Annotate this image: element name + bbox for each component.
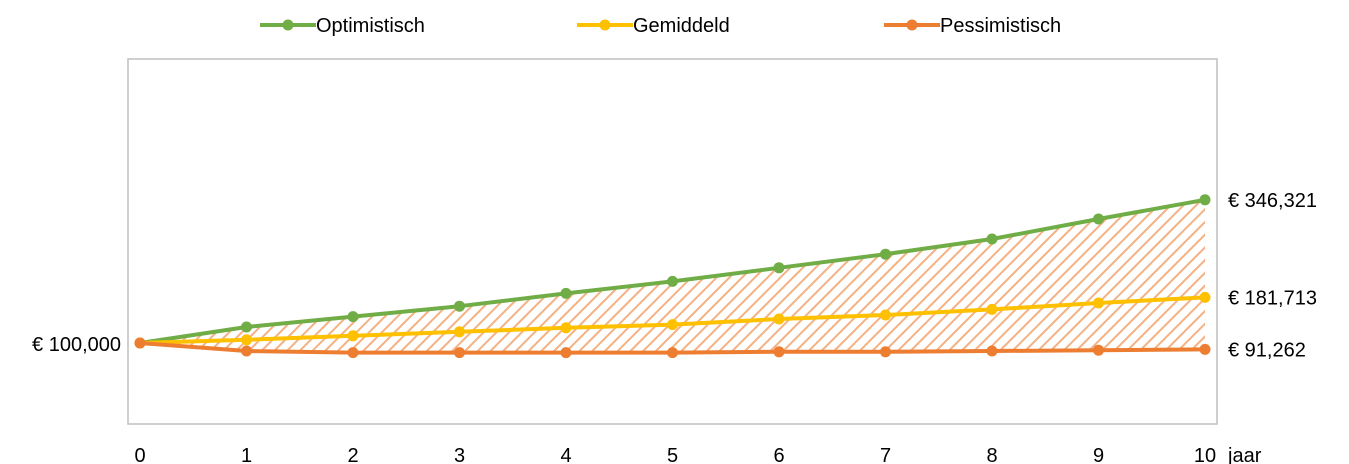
end-label-optimistisch: € 346,321 bbox=[1228, 190, 1317, 212]
data-point-optimistisch-1 bbox=[241, 321, 252, 333]
data-point-gemiddeld-9 bbox=[1093, 297, 1104, 309]
x-tick-label-3: 3 bbox=[454, 445, 465, 464]
data-point-pessimistisch-0 bbox=[134, 337, 146, 349]
x-tick-label-10: 10 bbox=[1194, 445, 1216, 464]
data-point-pessimistisch-10 bbox=[1199, 343, 1211, 355]
x-tick-label-5: 5 bbox=[667, 445, 678, 464]
data-point-pessimistisch-8 bbox=[986, 345, 998, 357]
data-point-pessimistisch-2 bbox=[347, 347, 359, 359]
data-point-pessimistisch-5 bbox=[667, 347, 678, 359]
data-point-gemiddeld-1 bbox=[241, 334, 252, 346]
end-label-gemiddeld: € 181,713 bbox=[1228, 287, 1317, 309]
legend-swatch-marker bbox=[282, 19, 294, 31]
data-point-gemiddeld-3 bbox=[454, 326, 465, 338]
scenario-range-band bbox=[140, 199, 1205, 353]
legend-swatch-marker bbox=[906, 19, 918, 31]
data-point-optimistisch-10 bbox=[1199, 194, 1211, 206]
data-point-optimistisch-8 bbox=[986, 233, 998, 245]
data-point-optimistisch-7 bbox=[880, 248, 891, 260]
x-tick-label-6: 6 bbox=[773, 445, 784, 464]
data-point-gemiddeld-10 bbox=[1199, 291, 1211, 303]
legend-label: Gemiddeld bbox=[633, 15, 730, 37]
data-point-pessimistisch-1 bbox=[241, 345, 252, 357]
data-point-pessimistisch-6 bbox=[773, 346, 785, 358]
legend-item-gemiddeld: Gemiddeld bbox=[577, 15, 730, 37]
legend-item-optimistisch: Optimistisch bbox=[260, 15, 425, 37]
legend-label: Optimistisch bbox=[316, 15, 425, 37]
x-tick-label-2: 2 bbox=[347, 445, 358, 464]
data-point-gemiddeld-2 bbox=[347, 330, 359, 342]
data-point-optimistisch-2 bbox=[347, 311, 359, 323]
data-point-pessimistisch-9 bbox=[1093, 344, 1104, 356]
end-value-labels: € 346,321 € 181,713 € 91,262 bbox=[1228, 190, 1317, 362]
series-points bbox=[134, 194, 1211, 359]
plot-area-frame bbox=[127, 58, 1218, 425]
data-point-optimistisch-6 bbox=[773, 262, 785, 274]
data-point-gemiddeld-8 bbox=[986, 303, 998, 315]
data-point-optimistisch-9 bbox=[1093, 213, 1104, 225]
data-point-gemiddeld-5 bbox=[667, 319, 678, 331]
data-point-optimistisch-4 bbox=[560, 287, 572, 299]
data-point-gemiddeld-6 bbox=[773, 313, 785, 325]
data-point-gemiddeld-7 bbox=[880, 309, 891, 321]
start-value-label: € 100,000 bbox=[32, 334, 121, 356]
x-tick-label-1: 1 bbox=[241, 445, 252, 464]
x-tick-label-0: 0 bbox=[134, 445, 145, 464]
x-axis-tick-labels: 0 1 2 3 4 5 6 7 8 9 10 bbox=[134, 445, 1216, 464]
x-tick-label-9: 9 bbox=[1093, 445, 1104, 464]
x-tick-label-7: 7 bbox=[880, 445, 891, 464]
data-point-optimistisch-3 bbox=[454, 300, 465, 312]
chart-legend: Optimistisch Gemiddeld Pessimistisch bbox=[260, 15, 1061, 37]
data-point-gemiddeld-4 bbox=[560, 322, 572, 334]
data-point-optimistisch-5 bbox=[667, 275, 678, 287]
end-label-pessimistisch: € 91,262 bbox=[1228, 339, 1306, 361]
x-tick-label-8: 8 bbox=[986, 445, 997, 464]
x-tick-label-4: 4 bbox=[560, 445, 571, 464]
data-point-pessimistisch-4 bbox=[560, 347, 572, 359]
legend-item-pessimistisch: Pessimistisch bbox=[884, 15, 1061, 37]
legend-swatch-marker bbox=[599, 19, 611, 31]
legend-label: Pessimistisch bbox=[940, 15, 1061, 37]
data-point-pessimistisch-3 bbox=[454, 347, 465, 359]
x-axis-unit-label: jaar bbox=[1227, 445, 1262, 464]
data-point-pessimistisch-7 bbox=[880, 346, 891, 358]
